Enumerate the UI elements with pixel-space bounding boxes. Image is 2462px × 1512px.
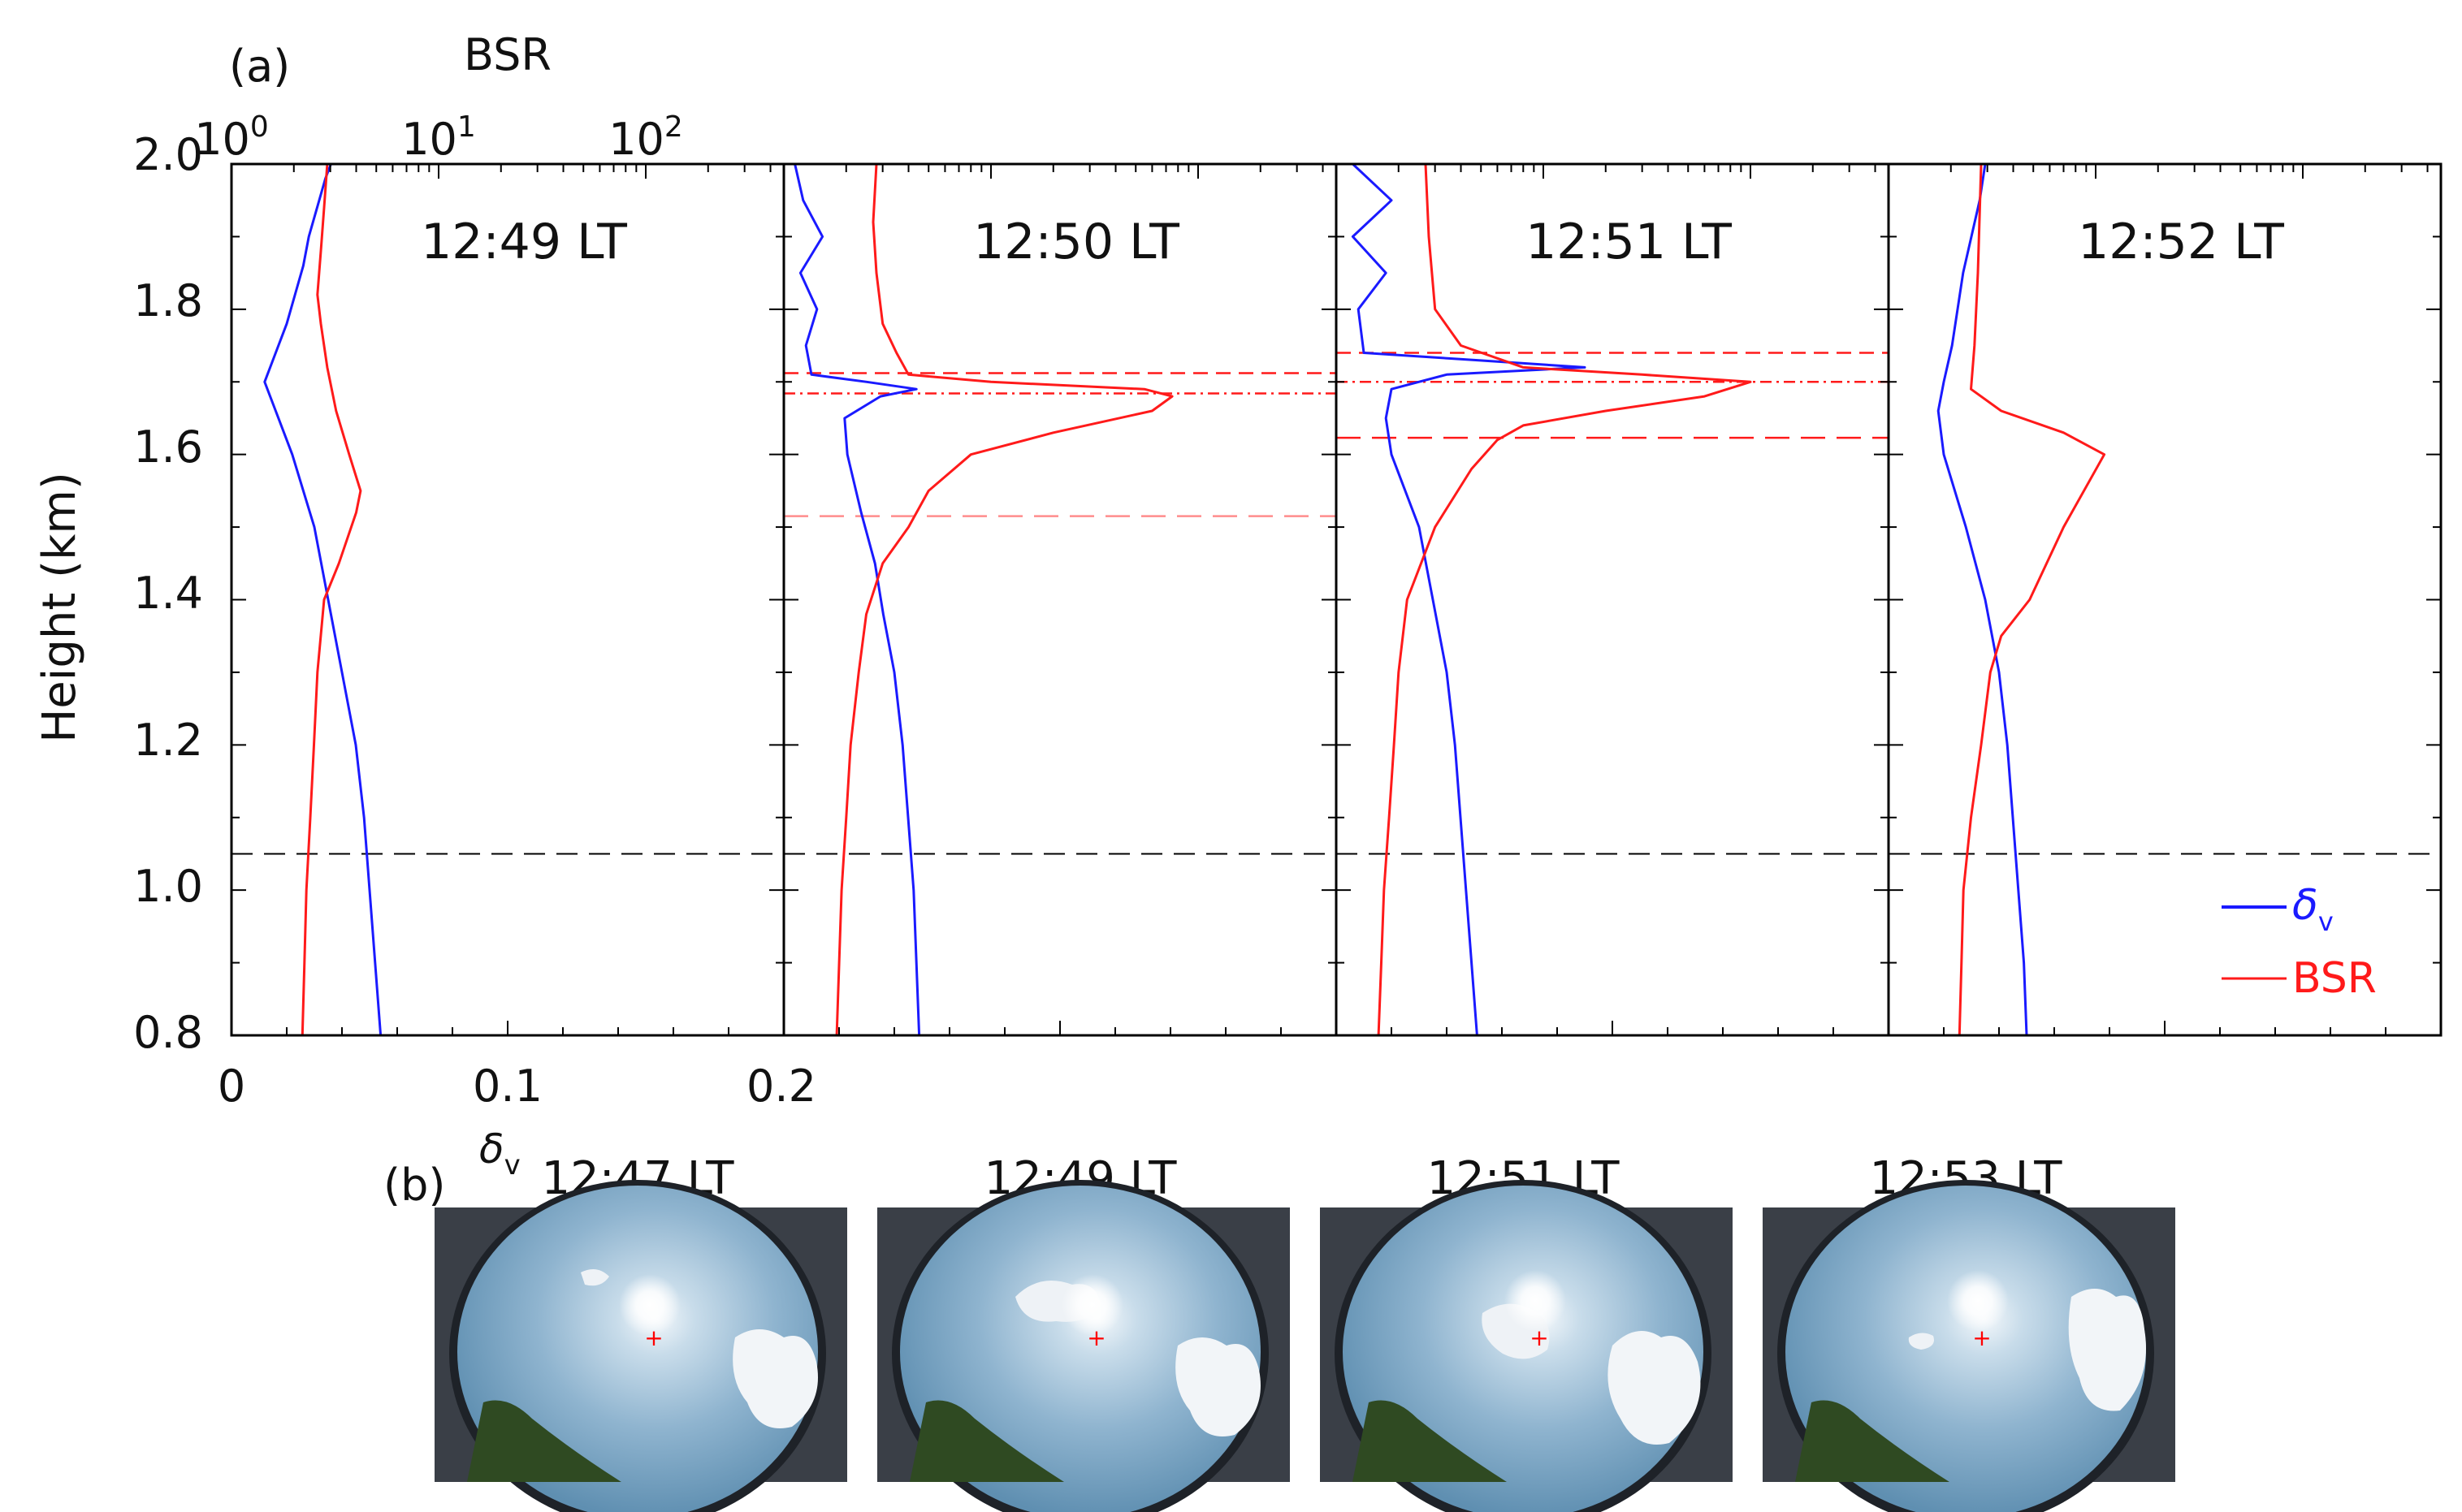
legend-delta-label: δv: [2292, 881, 2334, 937]
subplot-title: 12:51 LT: [1525, 214, 1732, 270]
x-tick-label: 0.1: [473, 1061, 543, 1112]
subplot-title: 12:52 LT: [2078, 214, 2284, 270]
panel-b-label: (b): [383, 1160, 445, 1211]
x-tick-labels: 0 0.1 0.2: [218, 1061, 816, 1112]
sky-photo-1251: +: [1320, 1180, 1733, 1512]
x-tick-label: 0.2: [746, 1061, 816, 1112]
delta-v-series-line: [794, 163, 921, 1036]
subplot-1: 12:49 LT: [230, 162, 785, 1037]
subplot-frame: [230, 162, 785, 1037]
delta-axis-label: δv: [479, 1125, 521, 1182]
legend: δv BSR: [2222, 881, 2377, 1003]
subplots: 12:49 LT 12:50 LT 12:51 LT 12:52 LT: [230, 162, 2443, 1037]
y-tick-label: 1.4: [133, 568, 203, 619]
top-tick-labels: 100 101 102: [194, 110, 683, 165]
sky-photo-1249: +: [877, 1180, 1290, 1512]
top-tick-label-1: 100: [194, 110, 269, 165]
panel-a: (a) BSR 100 101 102 Height (km) 0.8 1.0 …: [33, 29, 2443, 1182]
y-tick-label: 1.8: [133, 275, 203, 326]
subplot-title: 12:50 LT: [973, 214, 1179, 270]
subplot-4: 12:52 LT: [1887, 162, 2443, 1037]
bsr-series-line: [1958, 163, 2106, 1036]
y-tick-label: 2.0: [133, 129, 203, 180]
y-axis-label: Height (km): [33, 472, 86, 743]
subplot-frame: [1335, 162, 1890, 1037]
y-tick-label: 1.2: [133, 715, 203, 766]
delta-v-series-line: [1351, 162, 1586, 1036]
sky-photo-1253: +: [1763, 1180, 2175, 1512]
center-cross-icon: +: [1972, 1324, 1991, 1351]
center-cross-icon: +: [644, 1324, 663, 1351]
bsr-series-line: [835, 163, 1174, 1036]
bsr-axis-label: BSR: [464, 29, 552, 80]
sky-photo-1247: +: [435, 1180, 847, 1512]
center-cross-icon: +: [1087, 1324, 1106, 1351]
x-tick-label: 0: [218, 1061, 245, 1112]
delta-v-series-line: [263, 163, 383, 1036]
top-tick-label-3: 102: [608, 110, 683, 165]
delta-v-series-line: [1936, 163, 2028, 1036]
y-tick-label: 1.6: [133, 421, 203, 473]
y-tick-labels: 0.8 1.0 1.2 1.4 1.6 1.8 2.0: [133, 129, 203, 1058]
panel-b: (b) 12:47 LT 12:49 LT 12:51 LT 12:53 LT …: [383, 1152, 2175, 1512]
y-tick-label: 1.0: [133, 861, 203, 912]
top-tick-label-2: 101: [401, 110, 476, 165]
subplot-frame: [1887, 162, 2443, 1037]
center-cross-icon: +: [1530, 1324, 1548, 1351]
subplot-3: 12:51 LT: [1335, 162, 1890, 1037]
legend-bsr-label: BSR: [2292, 954, 2377, 1003]
subplot-2: 12:50 LT: [782, 162, 1338, 1037]
bsr-series-line: [301, 163, 362, 1036]
panel-a-label: (a): [229, 41, 290, 92]
subplot-frame: [782, 162, 1338, 1037]
y-tick-label: 0.8: [133, 1007, 203, 1058]
bsr-series-line: [1377, 163, 1752, 1036]
subplot-title: 12:49 LT: [421, 214, 627, 270]
